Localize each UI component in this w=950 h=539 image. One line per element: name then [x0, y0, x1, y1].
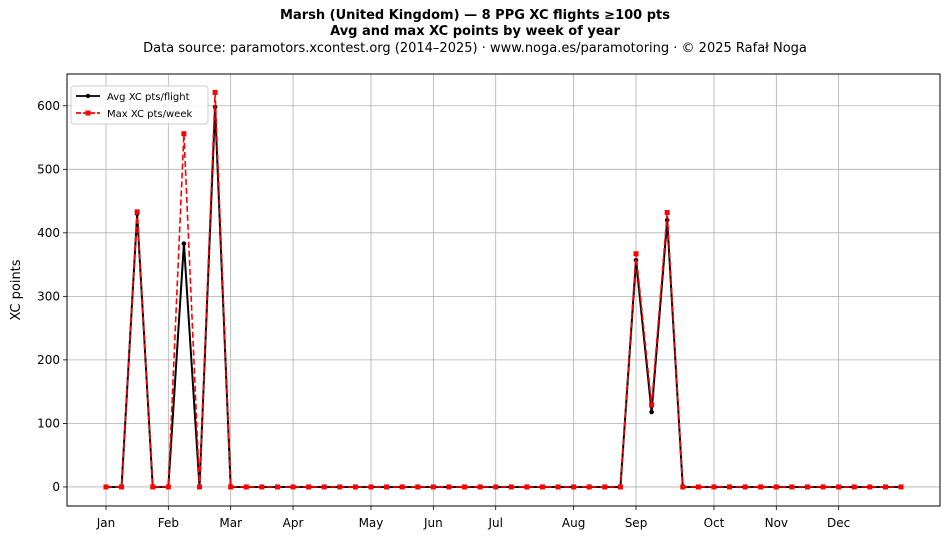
x-tick-label: Oct — [704, 516, 725, 530]
data-point — [430, 484, 436, 490]
data-point — [134, 209, 140, 215]
x-tick-label: Dec — [827, 516, 850, 530]
y-tick-label: 600 — [37, 99, 60, 113]
x-axis: Jan Feb Mar Apr May Jun Jul Aug Sep Oct Nov Dec — [96, 506, 850, 530]
data-point — [742, 484, 748, 490]
data-point — [711, 484, 717, 490]
legend-label: Avg XC pts/flight — [107, 92, 190, 103]
data-point — [508, 484, 514, 490]
data-point — [103, 484, 109, 490]
y-tick-label: 200 — [37, 353, 60, 367]
y-axis-label: XC points — [9, 259, 24, 320]
y-axis: 0 100 200 300 400 500 600 — [37, 99, 67, 494]
series-line-0 — [105, 106, 902, 488]
data-point — [415, 484, 421, 490]
data-point — [820, 484, 826, 490]
data-point — [306, 484, 312, 490]
data-point — [727, 484, 733, 490]
legend-marker — [85, 93, 91, 99]
x-tick-label: Apr — [283, 516, 304, 530]
x-tick-label: Mar — [219, 516, 242, 530]
data-point — [228, 484, 234, 490]
chart-subtitle: Avg and max XC points by week of year — [330, 24, 620, 39]
data-point — [758, 484, 764, 490]
data-point — [586, 484, 592, 490]
data-point — [649, 409, 654, 415]
data-point — [150, 484, 156, 490]
data-point — [274, 484, 280, 490]
data-point — [695, 484, 701, 490]
data-point — [851, 484, 857, 490]
series-layer — [103, 89, 904, 490]
data-point — [165, 484, 171, 490]
data-point — [571, 484, 577, 490]
data-point — [617, 484, 623, 490]
data-point — [649, 402, 655, 408]
data-point — [664, 209, 670, 215]
legend: Avg XC pts/flight Max XC pts/week — [70, 85, 209, 125]
data-point — [804, 484, 810, 490]
data-point — [867, 484, 873, 490]
series-line-1 — [105, 91, 902, 488]
data-point — [602, 484, 608, 490]
data-point — [882, 484, 888, 490]
x-tick-label: May — [359, 516, 384, 530]
x-tick-label: Jun — [423, 516, 443, 530]
y-tick-label: 300 — [37, 289, 60, 303]
data-point — [290, 484, 296, 490]
data-point — [524, 484, 530, 490]
data-point — [539, 484, 545, 490]
data-point — [384, 484, 390, 490]
data-point — [337, 484, 343, 490]
y-tick-label: 0 — [52, 480, 60, 494]
y-tick-label: 500 — [37, 162, 60, 176]
data-point — [493, 484, 499, 490]
y-tick-label: 100 — [37, 416, 60, 430]
data-point — [836, 484, 842, 490]
chart-titles: Marsh (United Kingdom) — 8 PPG XC flight… — [0, 8, 950, 58]
data-point — [368, 484, 374, 490]
plot-frame — [66, 73, 941, 507]
data-point — [212, 89, 218, 95]
y-tick-label: 400 — [37, 226, 60, 240]
data-point — [773, 484, 779, 490]
data-point — [399, 484, 405, 490]
x-tick-label: Jan — [96, 516, 116, 530]
x-tick-label: Nov — [765, 516, 788, 530]
data-point — [462, 484, 468, 490]
data-point — [259, 484, 265, 490]
data-point — [477, 484, 483, 490]
data-point — [446, 484, 452, 490]
data-point — [680, 484, 686, 490]
x-tick-label: Aug — [562, 516, 585, 530]
x-tick-label: Feb — [158, 516, 179, 530]
chart-title: Marsh (United Kingdom) — 8 PPG XC flight… — [280, 8, 670, 23]
legend-label: Max XC pts/week — [107, 109, 192, 120]
data-point — [181, 241, 187, 246]
data-point — [243, 484, 249, 490]
legend-box — [70, 85, 209, 125]
data-point — [898, 484, 904, 490]
data-point — [352, 484, 358, 490]
x-tick-label: Jul — [487, 516, 502, 530]
data-point — [789, 484, 795, 490]
data-point — [321, 484, 327, 490]
x-tick-label: Sep — [625, 516, 648, 530]
data-point — [197, 484, 203, 490]
chart-source-note: Data source: paramotors.xcontest.org (20… — [143, 41, 807, 56]
data-point — [633, 251, 639, 257]
data-point — [181, 131, 187, 137]
data-point — [119, 484, 125, 490]
data-point — [555, 484, 561, 490]
legend-marker — [85, 110, 91, 116]
